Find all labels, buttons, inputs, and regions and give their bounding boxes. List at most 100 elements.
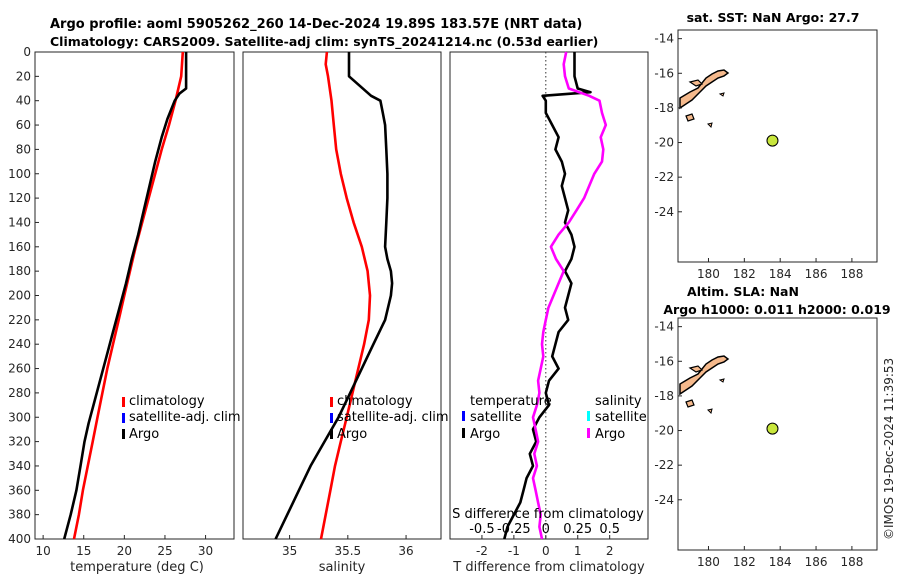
map-y-tick-label: -16: [654, 354, 674, 368]
legend-title-temperature: temperature: [470, 394, 552, 409]
island: [685, 399, 695, 408]
s-difference-tick-label: -0.25: [497, 522, 531, 537]
legend-title-salinity: salinity: [595, 394, 642, 409]
sla-map-panel: Altim. SLA: NaN Argo h1000: 0.011 h2000:…: [654, 284, 890, 569]
y-tick-label: 380: [8, 508, 31, 522]
series-line-s-argo: [531, 51, 608, 540]
map-y-tick-label: -18: [654, 101, 674, 115]
legend-label-satellite: satellite-adj. clim: [337, 410, 449, 425]
legend-swatch-argo: [122, 429, 125, 439]
legend-label-argo: Argo: [129, 427, 159, 442]
series-line-argo: [274, 52, 394, 540]
temperature-legend: climatology satellite-adj. clim Argo: [122, 394, 241, 442]
series-line-climatology: [72, 51, 185, 540]
sst-map-frame: [677, 29, 878, 263]
difference-panel: -2 -1 0 1 2 -0.5 -0.25 0 0.25 0.5 S difference f…: [449, 51, 649, 575]
map-y-tick-label: -22: [654, 170, 674, 184]
map-y-tick-label: -16: [654, 66, 674, 80]
legend-label-s-argo: Argo: [595, 427, 625, 442]
map-x-tick-label: 186: [805, 555, 828, 569]
figure-title-line2: Climatology: CARS2009. Satellite-adj cli…: [50, 34, 598, 50]
y-tick-label: 360: [8, 483, 31, 497]
legend-swatch-climatology: [330, 397, 333, 407]
s-difference-tick-label: 0.25: [563, 522, 592, 537]
y-tick-label: 20: [16, 69, 31, 83]
y-tick-label: 200: [8, 289, 31, 303]
y-tick-label: 180: [8, 264, 31, 278]
legend-swatch-satellite: [330, 413, 333, 423]
temperature-xlabel: temperature (deg C): [70, 560, 204, 575]
y-tick-label: 280: [8, 386, 31, 400]
imos-timestamp-watermark: ©IMOS 19-Dec-2024 11:39:53: [882, 358, 896, 540]
y-tick-label: 220: [8, 313, 31, 327]
legend-label-t-satellite: satellite: [470, 410, 522, 425]
temperature-axes-frame: [34, 51, 235, 540]
map-x-tick-label: 180: [697, 555, 720, 569]
s-difference-label: S difference from climatology: [452, 507, 644, 522]
sst-map-title: sat. SST: NaN Argo: 27.7: [687, 10, 860, 25]
legend-label-t-argo: Argo: [470, 427, 500, 442]
y-tick-label: 240: [8, 337, 31, 351]
x-tick-label: 15: [76, 544, 91, 558]
sla-map-frame: [677, 317, 878, 551]
legend-swatch-t-argo: [462, 428, 465, 438]
map-y-tick-label: -18: [654, 389, 674, 403]
sst-map-land: [679, 69, 730, 128]
map-y-tick-label: -24: [654, 205, 674, 219]
x-tick-label: -2: [476, 544, 488, 558]
map-y-tick-label: -24: [654, 493, 674, 507]
legend-label-s-satellite: satellite: [595, 410, 647, 425]
legend-label-satellite: satellite-adj. clim: [129, 410, 241, 425]
y-tick-label: 140: [8, 215, 31, 229]
x-tick-label: 35.5: [334, 544, 361, 558]
map-x-tick-label: 184: [769, 555, 792, 569]
map-x-tick-label: 188: [840, 267, 863, 281]
float-position-marker: [766, 134, 779, 147]
map-x-tick-label: 182: [733, 555, 756, 569]
map-x-tick-label: 184: [769, 267, 792, 281]
y-tick-label: 0: [23, 45, 31, 59]
land-mass: [679, 69, 730, 110]
y-tick-label: 320: [8, 435, 31, 449]
x-tick-label: 20: [117, 544, 132, 558]
legend-swatch-s-argo: [587, 428, 590, 438]
y-tick-label: 60: [16, 118, 31, 132]
legend-label-climatology: climatology: [337, 394, 413, 409]
island: [688, 365, 704, 373]
difference-axes-frame: [449, 51, 649, 540]
y-tick-label: 80: [16, 142, 31, 156]
sla-map-title-line2: Argo h1000: 0.011 h2000: 0.019: [663, 302, 890, 317]
legend-label-climatology: climatology: [129, 394, 205, 409]
t-difference-xlabel: T difference from climatology: [452, 560, 645, 575]
salinity-panel: 35 35.5 36 salinity climatology satellite-…: [242, 51, 449, 575]
island: [707, 408, 713, 414]
salinity-xlabel: salinity: [319, 560, 366, 575]
y-tick-label: 100: [8, 167, 31, 181]
island: [718, 92, 725, 97]
s-difference-tick-label: 0: [542, 522, 550, 537]
x-tick-label: 36: [398, 544, 413, 558]
temperature-difference-legend: temperature satellite Argo: [462, 394, 552, 442]
legend-swatch-t-satellite: [462, 411, 465, 421]
salinity-axes-frame: [242, 51, 442, 540]
island: [718, 378, 725, 383]
y-tick-label: 400: [8, 532, 31, 546]
y-tick-label: 120: [8, 191, 31, 205]
x-tick-label: 2: [606, 544, 614, 558]
series-line-t-argo: [503, 52, 592, 540]
s-difference-tick-label: -0.5: [469, 522, 494, 537]
x-tick-label: 10: [35, 544, 50, 558]
y-tick-label: 40: [16, 94, 31, 108]
map-x-tick-label: 180: [697, 267, 720, 281]
y-tick-label: 160: [8, 240, 31, 254]
salinity-difference-legend: salinity satellite Argo: [587, 394, 647, 442]
map-x-tick-label: 186: [805, 267, 828, 281]
map-y-tick-label: -20: [654, 424, 674, 438]
series-line-climatology: [319, 51, 372, 540]
legend-label-argo: Argo: [337, 427, 367, 442]
x-tick-label: 0: [542, 544, 550, 558]
s-difference-tick-label: 0.5: [599, 522, 620, 537]
y-tick-label: 340: [8, 459, 31, 473]
x-tick-label: 1: [574, 544, 582, 558]
